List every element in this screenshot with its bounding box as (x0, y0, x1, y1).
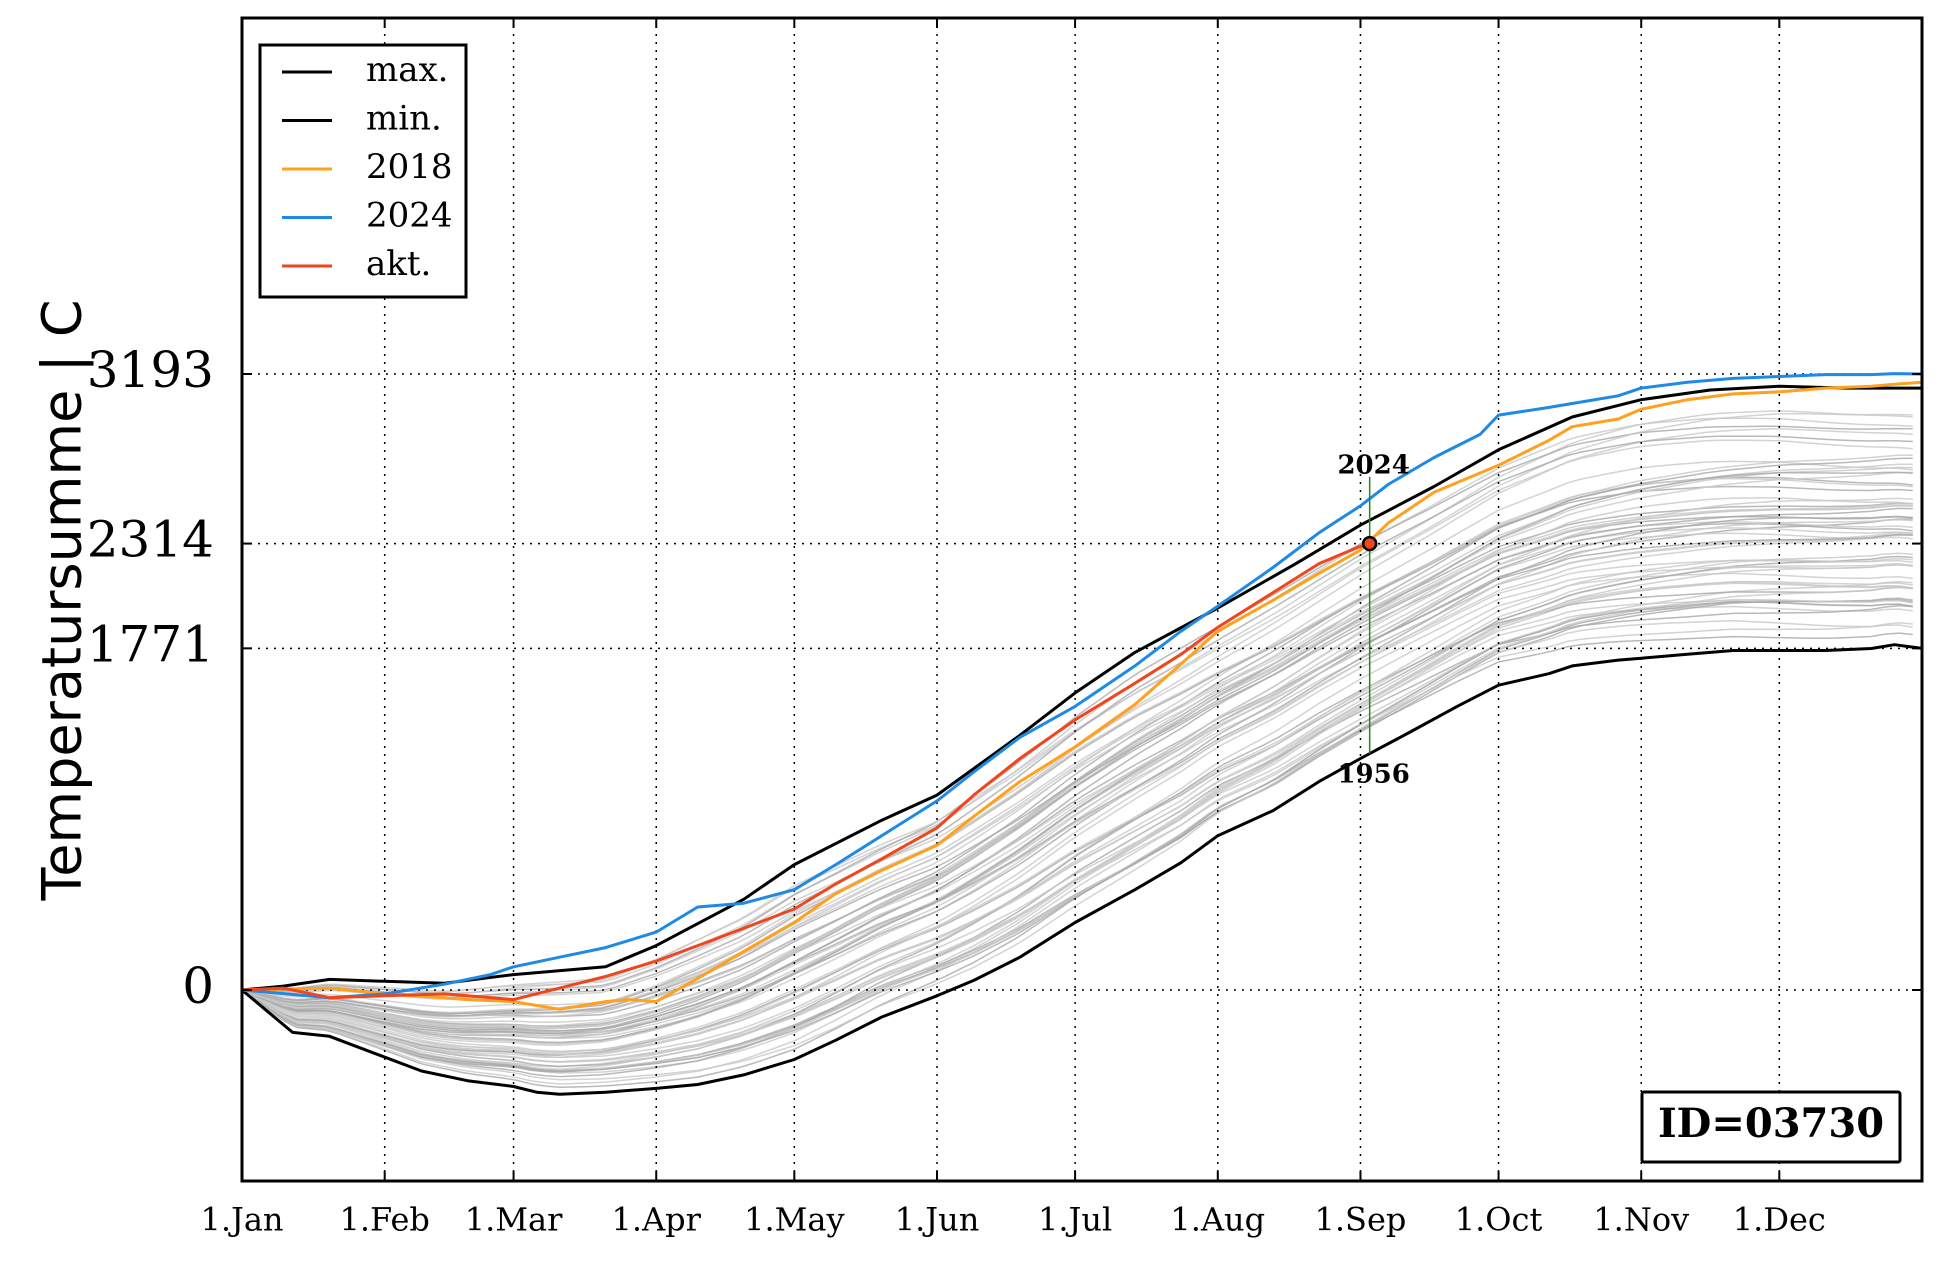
historical-year-line (241, 507, 1913, 1032)
x-tick-label: 1.Oct (1455, 1201, 1543, 1239)
series-line-2024 (241, 372, 1923, 1000)
y-tick-label: 0 (182, 957, 214, 1015)
historical-year-line (241, 533, 1913, 1044)
historical-year-line (241, 597, 1913, 1073)
historical-year-line (241, 417, 1913, 992)
x-tick-label: 1.Dec (1733, 1201, 1826, 1239)
x-tick-label: 1.Sep (1315, 1201, 1407, 1239)
historical-year-line (241, 622, 1913, 1085)
x-tick-label: 1.Jul (1038, 1201, 1112, 1239)
x-tick-label: 1.Jun (895, 1201, 980, 1239)
historical-year-line (241, 515, 1913, 1032)
annotation-lower-label: 1956 (1337, 760, 1409, 790)
historical-year-line (241, 559, 1913, 1053)
historical-year-line (241, 454, 1913, 1014)
historical-year-line (241, 532, 1913, 1040)
x-axis-ticks: 1.Jan 1.Feb 1.Mar 1.Apr 1.May 1.Jun 1.Jul 1.Aug… (200, 18, 1826, 1239)
x-tick-label: 1.Apr (612, 1201, 702, 1239)
historical-year-line (241, 601, 1913, 1072)
legend-box (258, 43, 468, 299)
series-lines (241, 372, 1923, 1096)
series-line-min (241, 643, 1923, 1096)
historical-year-line (241, 471, 1913, 1020)
station-id-label: ID=03730 (1658, 1100, 1884, 1147)
x-tick-label: 1.Nov (1593, 1201, 1689, 1239)
y-axis-ticks: 0 1771 2314 3193 (87, 341, 1922, 1015)
historical-year-line (241, 564, 1913, 1059)
historical-year-line (241, 586, 1913, 1068)
historical-year-line (241, 466, 1913, 1018)
y-axis-label: Temperatursumme | C (31, 299, 94, 901)
historical-year-line (241, 457, 1913, 1015)
historical-year-line (241, 497, 1913, 1023)
y-tick-label: 1771 (87, 615, 214, 673)
historical-year-line (241, 435, 1913, 998)
historical-year-line (241, 557, 1913, 1053)
historical-year-line (241, 460, 1913, 1008)
historical-year-line (241, 620, 1913, 1081)
historical-year-line (241, 580, 1913, 1068)
legend-label: akt. (366, 244, 431, 284)
x-tick-label: 1.Aug (1170, 1201, 1265, 1239)
x-tick-label: 1.Jan (200, 1201, 283, 1239)
x-tick-label: 1.Feb (339, 1201, 429, 1239)
x-tick-label: 1.Mar (465, 1201, 563, 1239)
historical-year-line (241, 582, 1913, 1064)
legend: max. min. 2018 2024 akt. (258, 43, 468, 299)
historical-year-line (241, 533, 1913, 1045)
plot-frame (240, 16, 1924, 1183)
historical-year-line (241, 555, 1913, 1056)
station-id-box: ID=03730 (1640, 1090, 1902, 1164)
historical-year-line (241, 527, 1913, 1037)
historical-year-line (241, 497, 1913, 1028)
legend-label: 2024 (366, 196, 453, 236)
historical-year-line (241, 534, 1913, 1046)
legend-label: max. (366, 50, 449, 90)
historical-year-line (241, 471, 1913, 1017)
historical-year-line (241, 518, 1913, 1037)
historical-year-line (241, 485, 1913, 1018)
annotation-upper-label: 2024 (1337, 451, 1409, 481)
historical-year-line (241, 604, 1913, 1078)
series-line-2018 (241, 380, 1923, 1011)
series-line-akt (241, 542, 1371, 1002)
historical-year-line (241, 412, 1913, 996)
legend-label: min. (366, 99, 442, 139)
y-tick-label: 2314 (87, 511, 214, 569)
current-value-annotation: 2024 1956 (1337, 451, 1409, 790)
legend-label: 2018 (366, 147, 453, 187)
current-value-marker (1361, 535, 1378, 552)
historical-year-line (241, 515, 1913, 1034)
historical-years-lines (241, 410, 1913, 1089)
y-tick-label: 3193 (87, 341, 214, 399)
x-tick-label: 1.May (744, 1201, 844, 1239)
